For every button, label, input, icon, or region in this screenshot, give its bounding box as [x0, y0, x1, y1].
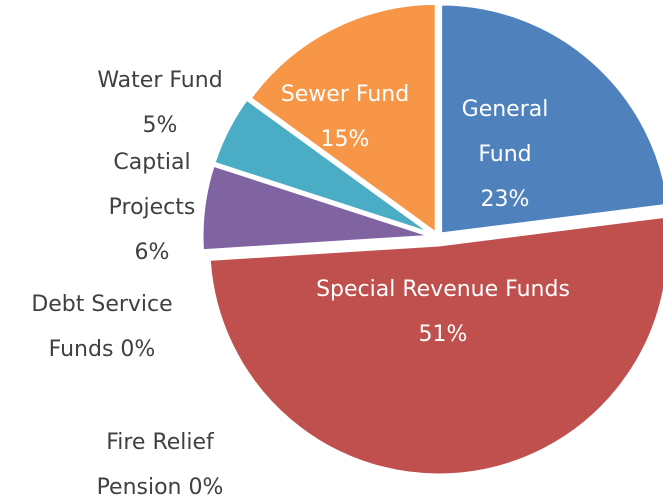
value-label: 5% — [142, 113, 178, 138]
slice-label: Water Fund 5% — [85, 58, 235, 148]
slice-label: General Fund 23% — [445, 87, 565, 222]
slice-label: Sewer Fund 15% — [255, 72, 435, 162]
category-label: Sewer Fund — [280, 82, 410, 107]
slice — [248, 1, 438, 237]
value-label: 51% — [418, 322, 468, 347]
category-label: General Fund — [461, 97, 549, 167]
value-label: 6% — [134, 240, 170, 265]
slice-label: Debt Service Funds 0% — [7, 282, 197, 372]
category-label: Special Revenue Funds — [316, 277, 570, 302]
value-label: 0% — [120, 337, 156, 362]
slice — [200, 163, 433, 253]
slice — [439, 2, 663, 236]
category-label: Water Fund — [97, 68, 223, 93]
category-label: Debt Service Funds — [31, 292, 173, 362]
slice-label: Fire Relief Pension 0% — [85, 420, 235, 503]
slice — [212, 96, 434, 236]
slice-label: Captial Projects 6% — [92, 140, 212, 275]
category-label: Captial Projects — [108, 150, 196, 220]
category-label: Fire Relief Pension — [96, 430, 214, 500]
slice — [207, 215, 663, 477]
value-label: 15% — [320, 127, 370, 152]
value-label: 0% — [188, 475, 224, 500]
slice-label: Special Revenue Funds 51% — [308, 267, 578, 357]
value-label: 23% — [480, 187, 530, 212]
